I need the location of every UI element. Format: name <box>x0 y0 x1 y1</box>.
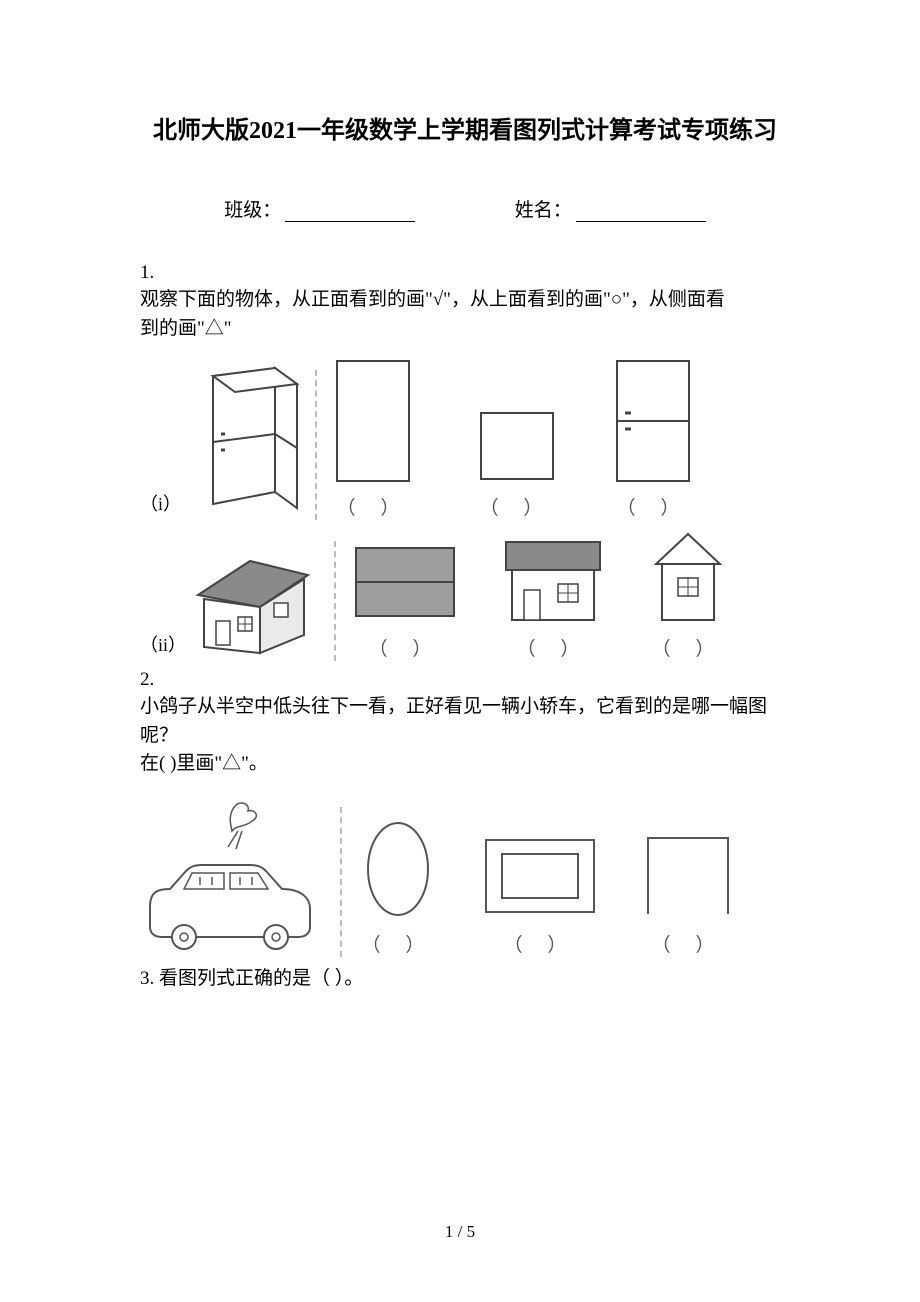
open-rect-icon <box>640 828 736 924</box>
tall-rect-icon <box>331 357 415 487</box>
answer-blank[interactable]: （ ） <box>652 930 725 957</box>
answer-blank[interactable]: （ ） <box>652 634 725 661</box>
cabinet-front-icon <box>611 357 695 487</box>
q1-i-option-3[interactable]: （ ） <box>611 357 695 520</box>
class-label: 班级： <box>224 200 281 221</box>
square-icon <box>471 387 561 487</box>
q1-ii-option-3[interactable]: （ ） <box>646 528 730 661</box>
q1-row-ii-label: （ii） <box>140 631 186 657</box>
ellipse-icon <box>356 814 440 924</box>
roof-top-icon <box>350 540 460 628</box>
car-with-bird-icon <box>140 797 320 957</box>
house-front-icon <box>498 536 608 628</box>
q3-text: 3. 看图列式正确的是（ ）。 <box>140 965 790 994</box>
class-blank[interactable] <box>285 203 415 222</box>
q2-option-1[interactable]: （ ） <box>356 814 440 957</box>
q1-i-option-2[interactable]: （ ） <box>471 387 561 520</box>
q1-row-i: （i） （ ） （ ） （ ） <box>140 357 790 520</box>
divider <box>334 541 336 661</box>
q2-number: 2. <box>140 669 790 691</box>
student-info-row: 班级： 姓名： <box>140 195 790 222</box>
q1-ii-object <box>190 551 320 661</box>
q1-i-option-1[interactable]: （ ） <box>331 357 415 520</box>
page-footer: 1 / 5 <box>0 1222 920 1242</box>
q1-number: 1. <box>140 262 790 284</box>
divider <box>340 807 342 957</box>
answer-blank[interactable]: （ ） <box>504 930 577 957</box>
q1-text: 观察下面的物体，从正面看到的画"√"，从上面看到的画"○"，从侧面看 到的画"△… <box>140 286 790 343</box>
q1-row-i-label: （i） <box>140 490 181 516</box>
q2-option-2[interactable]: （ ） <box>480 828 600 957</box>
divider <box>315 370 317 520</box>
double-rect-icon <box>480 828 600 924</box>
q1-row-ii: （ii） （ ） （ ） <box>140 528 790 661</box>
name-blank[interactable] <box>576 203 706 222</box>
house-3d-icon <box>190 551 320 661</box>
answer-blank[interactable]: （ ） <box>617 493 690 520</box>
q1-ii-option-1[interactable]: （ ） <box>350 540 460 661</box>
q2-option-3[interactable]: （ ） <box>640 828 736 957</box>
answer-blank[interactable]: （ ） <box>337 493 410 520</box>
cabinet-3d-icon <box>191 364 301 520</box>
answer-blank[interactable]: （ ） <box>480 493 553 520</box>
q2-object <box>140 797 320 957</box>
answer-blank[interactable]: （ ） <box>362 930 435 957</box>
page-title: 北师大版2021一年级数学上学期看图列式计算考试专项练习 <box>140 110 790 145</box>
house-side-icon <box>646 528 730 628</box>
name-label: 姓名： <box>515 200 572 221</box>
q1-ii-option-2[interactable]: （ ） <box>498 536 608 661</box>
q2-row: （ ） （ ） （ ） <box>140 797 790 957</box>
q2-text: 小鸽子从半空中低头往下一看，正好看见一辆小轿车，它看到的是哪一幅图呢？ 在( )… <box>140 693 790 779</box>
q1-i-object <box>191 364 301 520</box>
answer-blank[interactable]: （ ） <box>369 634 442 661</box>
answer-blank[interactable]: （ ） <box>517 634 590 661</box>
